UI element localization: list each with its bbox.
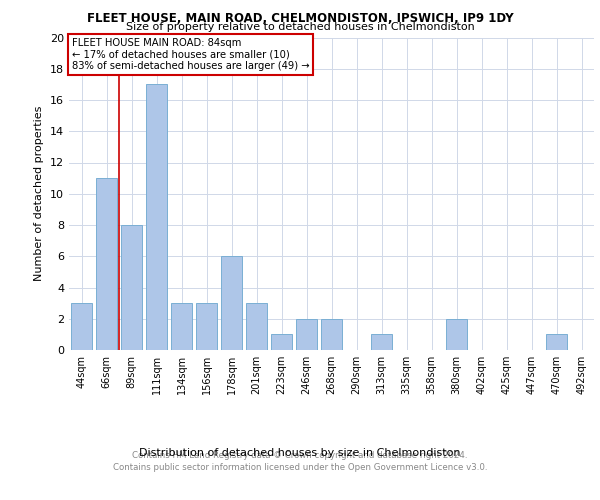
Bar (221, 256, 242, 350)
Bar (196, 303, 217, 350)
Y-axis label: Number of detached properties: Number of detached properties (34, 106, 44, 282)
Text: Distribution of detached houses by size in Chelmondiston: Distribution of detached houses by size … (139, 448, 461, 458)
Text: FLEET HOUSE, MAIN ROAD, CHELMONDISTON, IPSWICH, IP9 1DY: FLEET HOUSE, MAIN ROAD, CHELMONDISTON, I… (86, 12, 514, 26)
Bar (546, 334, 567, 350)
Text: Size of property relative to detached houses in Chelmondiston: Size of property relative to detached ho… (125, 22, 475, 32)
Text: Contains HM Land Registry data © Crown copyright and database right 2024.
Contai: Contains HM Land Registry data © Crown c… (113, 451, 487, 472)
Bar (321, 319, 342, 350)
Bar (246, 303, 267, 350)
Bar (296, 319, 317, 350)
Bar (446, 319, 467, 350)
Bar (171, 303, 192, 350)
Bar (271, 334, 292, 350)
Bar (371, 334, 392, 350)
Bar (121, 225, 142, 350)
Bar (96, 178, 117, 350)
Bar (71, 303, 92, 350)
Text: FLEET HOUSE MAIN ROAD: 84sqm
← 17% of detached houses are smaller (10)
83% of se: FLEET HOUSE MAIN ROAD: 84sqm ← 17% of de… (71, 38, 309, 72)
Bar (146, 84, 167, 350)
